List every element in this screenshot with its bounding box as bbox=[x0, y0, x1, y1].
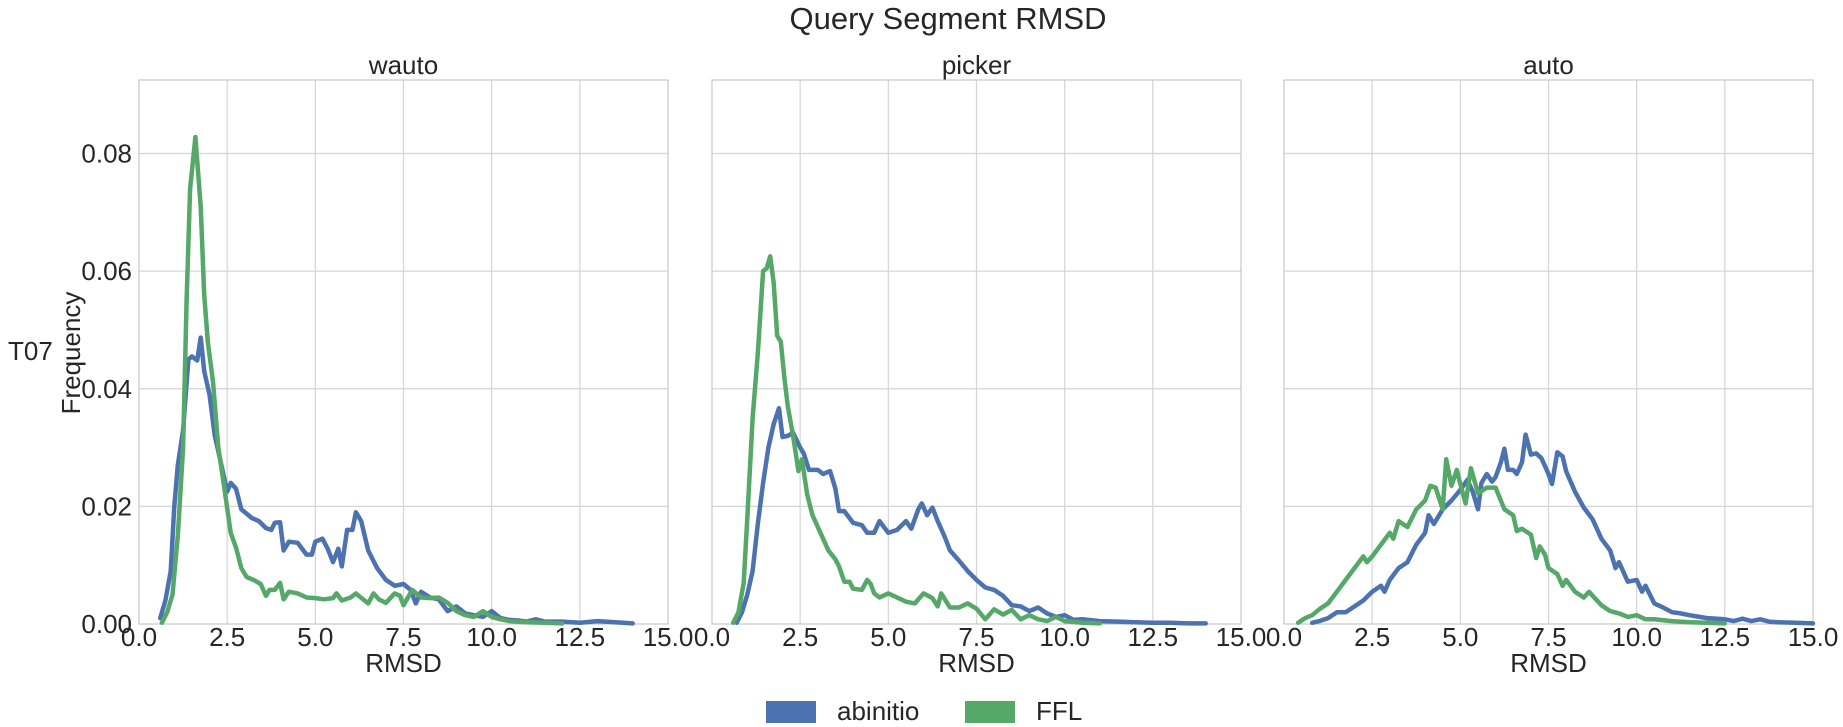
x-tick-label: 0.0 bbox=[121, 622, 157, 652]
x-tick-label: 5.0 bbox=[1442, 622, 1478, 652]
plot-frame bbox=[138, 79, 669, 625]
x-tick-label: 12.5 bbox=[555, 622, 606, 652]
x-tick-label: 15.0 bbox=[643, 622, 694, 652]
x-tick-label: 10.0 bbox=[1039, 622, 1090, 652]
y-tick-label: 0.02 bbox=[81, 491, 132, 521]
x-tick-label: 7.5 bbox=[1530, 622, 1566, 652]
panel-wauto: wauto 0.0 2.5 5.0 7.5 10.0 12.5 15.0 RMSD 0.00 0.0… bbox=[81, 50, 693, 678]
plot-frame bbox=[1283, 79, 1814, 625]
legend-swatch bbox=[766, 701, 816, 723]
legend-label: abinitio bbox=[837, 696, 919, 726]
x-tick-label: 12.5 bbox=[1700, 622, 1751, 652]
x-tick-label: 5.0 bbox=[870, 622, 906, 652]
x-tick-label: 2.5 bbox=[209, 622, 245, 652]
x-axis-label: RMSD bbox=[1510, 648, 1587, 678]
y-tick-label: 0.06 bbox=[81, 256, 132, 286]
series-line-FFL bbox=[1295, 457, 1728, 626]
x-tick-label: 0.0 bbox=[694, 622, 730, 652]
x-tick-label: 2.5 bbox=[1354, 622, 1390, 652]
x-tick-label: 7.5 bbox=[958, 622, 994, 652]
y-tick-label: 0.08 bbox=[81, 139, 132, 169]
panel-title: wauto bbox=[368, 50, 438, 80]
series-line-FFL bbox=[159, 134, 565, 626]
plot-frame bbox=[711, 79, 1242, 625]
legend: abinitio FFL bbox=[766, 696, 1082, 726]
x-tick-label: 12.5 bbox=[1128, 622, 1179, 652]
panel-title: auto bbox=[1523, 50, 1574, 80]
x-axis-label: RMSD bbox=[938, 648, 1015, 678]
series-line-abinitio bbox=[1309, 432, 1816, 626]
row-label: T07 bbox=[8, 336, 53, 366]
panel-title: picker bbox=[942, 50, 1012, 80]
x-tick-label: 10.0 bbox=[466, 622, 517, 652]
legend-item-FFL: FFL bbox=[965, 696, 1082, 726]
x-tick-label: 2.5 bbox=[782, 622, 818, 652]
x-axis-label: RMSD bbox=[365, 648, 442, 678]
x-tick-label: 0.0 bbox=[1266, 622, 1302, 652]
series-line-FFL bbox=[730, 254, 1103, 626]
series-line-abinitio bbox=[157, 335, 635, 626]
y-axis-label: Frequency bbox=[56, 292, 86, 415]
panel-auto: auto 0.0 2.5 5.0 7.5 10.0 12.5 15.0 RMSD bbox=[1266, 50, 1838, 678]
chart-title: Query Segment RMSD bbox=[790, 1, 1107, 36]
x-tick-label: 15.0 bbox=[1788, 622, 1839, 652]
x-tick-label: 15.0 bbox=[1216, 622, 1267, 652]
series-line-abinitio bbox=[734, 405, 1208, 626]
legend-label: FFL bbox=[1036, 696, 1082, 726]
legend-item-abinitio: abinitio bbox=[766, 696, 919, 726]
y-tick-label: 0.00 bbox=[81, 609, 132, 639]
x-tick-label: 7.5 bbox=[385, 622, 421, 652]
legend-swatch bbox=[965, 701, 1015, 723]
x-tick-label: 5.0 bbox=[297, 622, 333, 652]
y-tick-label: 0.04 bbox=[81, 374, 132, 404]
panel-picker: picker 0.0 2.5 5.0 7.5 10.0 12.5 15.0 RMSD bbox=[694, 50, 1266, 678]
x-tick-label: 10.0 bbox=[1611, 622, 1662, 652]
